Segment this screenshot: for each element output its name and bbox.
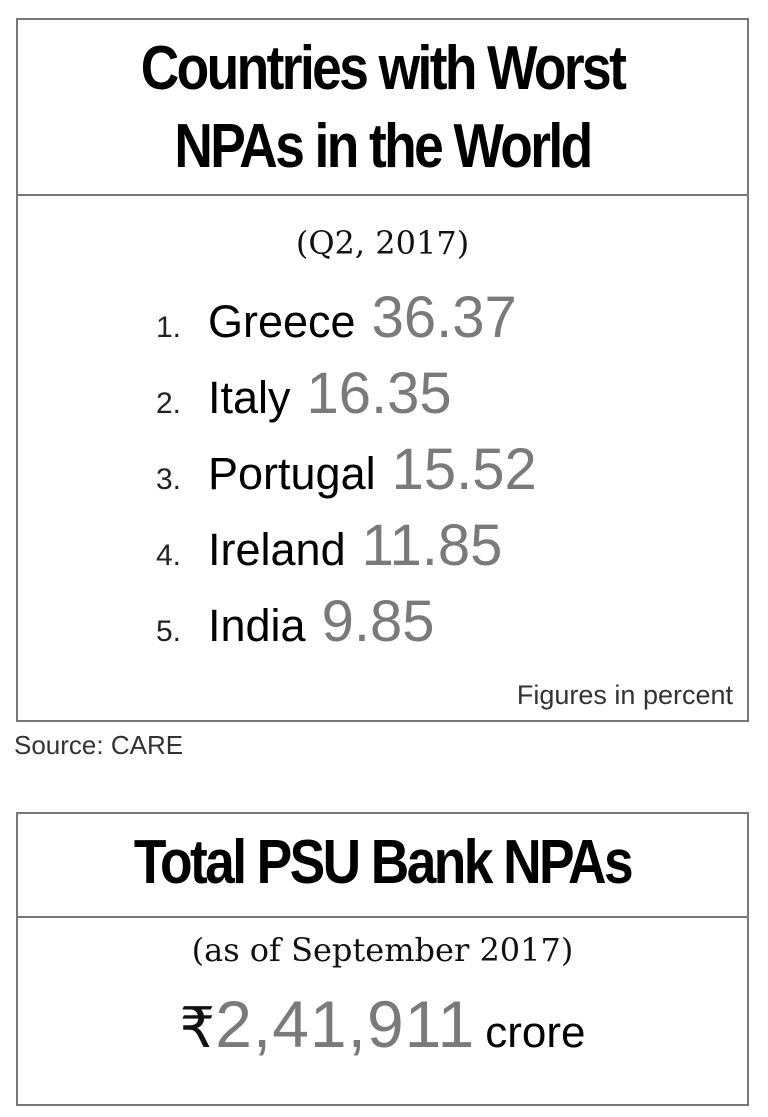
npa-value: 36.37: [371, 285, 517, 350]
worst-npa-title: Countries with Worst NPAs in the World: [140, 34, 627, 181]
rupee-symbol: ₹: [179, 996, 216, 1059]
amount-unit: crore: [485, 1008, 586, 1057]
rank-number: 1.: [156, 311, 182, 344]
country-name: Italy: [208, 372, 291, 423]
psu-npa-period: (as of September 2017): [191, 931, 574, 969]
country-name: India: [208, 600, 306, 651]
source-credit: Source: CARE: [14, 730, 184, 760]
worst-npa-panel: Countries with Worst NPAs in the World (…: [16, 18, 749, 722]
country-name: Portugal: [208, 448, 376, 499]
psu-npa-amount: 2,41,911: [215, 987, 476, 1061]
ranking-row: 3. Portugal 15.52: [156, 436, 537, 512]
country-name: Ireland: [208, 524, 346, 575]
rank-number: 2.: [156, 387, 182, 420]
npa-value: 9.85: [321, 589, 435, 654]
rank-number: 4.: [156, 539, 182, 572]
rank-number: 3.: [156, 463, 182, 496]
country-name: Greece: [208, 296, 356, 347]
psu-npa-total: ₹2,41,911 crore: [18, 986, 747, 1062]
psu-npa-title: Total PSU Bank NPAs: [133, 828, 634, 897]
worst-npa-period: (Q2, 2017): [295, 224, 470, 262]
worst-npa-title-bar: Countries with Worst NPAs in the World: [18, 20, 747, 196]
rank-number: 5.: [156, 615, 182, 648]
psu-npa-title-bar: Total PSU Bank NPAs: [18, 814, 747, 918]
npa-value: 11.85: [361, 513, 503, 578]
ranking-row: 4. Ireland 11.85: [156, 512, 537, 588]
ranking-row: 5. India 9.85: [156, 588, 537, 664]
ranking-row: 2. Italy 16.35: [156, 360, 537, 436]
units-note: Figures in percent: [516, 680, 733, 710]
npa-value: 16.35: [306, 361, 452, 426]
country-ranking-list: 1. Greece 36.37 2. Italy 16.35 3. Portug…: [156, 284, 537, 664]
psu-npa-panel: Total PSU Bank NPAs (as of September 201…: [16, 812, 749, 1106]
npa-value: 15.52: [391, 437, 537, 502]
ranking-row: 1. Greece 36.37: [156, 284, 537, 360]
